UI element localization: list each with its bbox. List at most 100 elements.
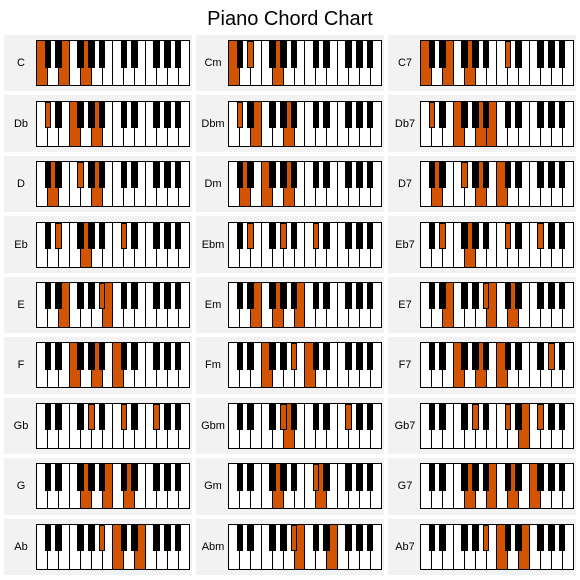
white-key [497, 41, 508, 85]
chord-label: E7 [390, 299, 420, 311]
white-key [432, 404, 443, 448]
white-key [240, 343, 251, 387]
white-key [497, 223, 508, 267]
white-key [541, 41, 552, 85]
white-key [432, 102, 443, 146]
keyboard [36, 161, 190, 207]
white-key [487, 162, 498, 206]
white-key [327, 404, 338, 448]
chord-cell: C [4, 35, 192, 91]
chord-label: E [6, 299, 36, 311]
white-key [476, 404, 487, 448]
white-key [465, 464, 476, 508]
white-key [465, 41, 476, 85]
white-key [81, 464, 92, 508]
white-key [229, 404, 240, 448]
chord-label: Db [6, 118, 36, 130]
white-key [487, 525, 498, 569]
white-key [37, 404, 48, 448]
white-key [295, 343, 306, 387]
white-key [327, 223, 338, 267]
chord-label: Gb7 [390, 420, 420, 432]
white-key [349, 464, 360, 508]
white-key [316, 162, 327, 206]
white-key [157, 41, 168, 85]
white-key [251, 41, 262, 85]
white-key [454, 525, 465, 569]
white-key [487, 223, 498, 267]
white-key [338, 464, 349, 508]
white-key [81, 102, 92, 146]
keyboard [420, 161, 574, 207]
white-key [465, 223, 476, 267]
white-key [229, 525, 240, 569]
white-key [349, 525, 360, 569]
white-key [360, 102, 371, 146]
white-key [37, 223, 48, 267]
white-key [262, 102, 273, 146]
white-key [59, 525, 70, 569]
white-key [81, 223, 92, 267]
white-key [432, 525, 443, 569]
white-key [229, 162, 240, 206]
white-key [305, 283, 316, 327]
white-key [497, 464, 508, 508]
white-key [229, 343, 240, 387]
white-key [229, 102, 240, 146]
white-key [103, 343, 114, 387]
white-key [179, 283, 189, 327]
white-key [146, 102, 157, 146]
white-key [103, 525, 114, 569]
white-key [443, 102, 454, 146]
white-key [541, 102, 552, 146]
white-key [476, 102, 487, 146]
chord-label: Ebm [198, 239, 228, 251]
white-key [519, 223, 530, 267]
white-key [443, 283, 454, 327]
white-key [563, 41, 573, 85]
white-key [476, 283, 487, 327]
white-key [360, 464, 371, 508]
chord-cell: Cm [196, 35, 384, 91]
white-key [305, 464, 316, 508]
white-key [179, 404, 189, 448]
white-key [305, 343, 316, 387]
white-key [251, 525, 262, 569]
white-key [135, 283, 146, 327]
white-key [295, 223, 306, 267]
white-key [273, 41, 284, 85]
white-key [541, 162, 552, 206]
white-key [295, 404, 306, 448]
white-key [48, 464, 59, 508]
white-key [251, 343, 262, 387]
white-key [113, 162, 124, 206]
white-key [92, 525, 103, 569]
white-key [497, 162, 508, 206]
chord-cell: C7 [388, 35, 576, 91]
white-key [240, 404, 251, 448]
white-key [519, 525, 530, 569]
white-key [124, 283, 135, 327]
white-key [92, 223, 103, 267]
white-key [454, 343, 465, 387]
keyboard [228, 463, 382, 509]
white-key [179, 464, 189, 508]
white-key [305, 525, 316, 569]
white-key [563, 283, 573, 327]
keyboard [228, 282, 382, 328]
white-key [432, 223, 443, 267]
chord-label: Gm [198, 480, 228, 492]
keyboard [420, 463, 574, 509]
chord-label: C7 [390, 57, 420, 69]
white-key [371, 102, 381, 146]
chord-cell: F [4, 337, 192, 393]
chord-cell: Eb7 [388, 216, 576, 272]
white-key [103, 223, 114, 267]
white-key [563, 223, 573, 267]
white-key [454, 223, 465, 267]
white-key [168, 102, 179, 146]
chord-label: Gb [6, 420, 36, 432]
white-key [92, 464, 103, 508]
white-key [168, 41, 179, 85]
white-key [552, 404, 563, 448]
